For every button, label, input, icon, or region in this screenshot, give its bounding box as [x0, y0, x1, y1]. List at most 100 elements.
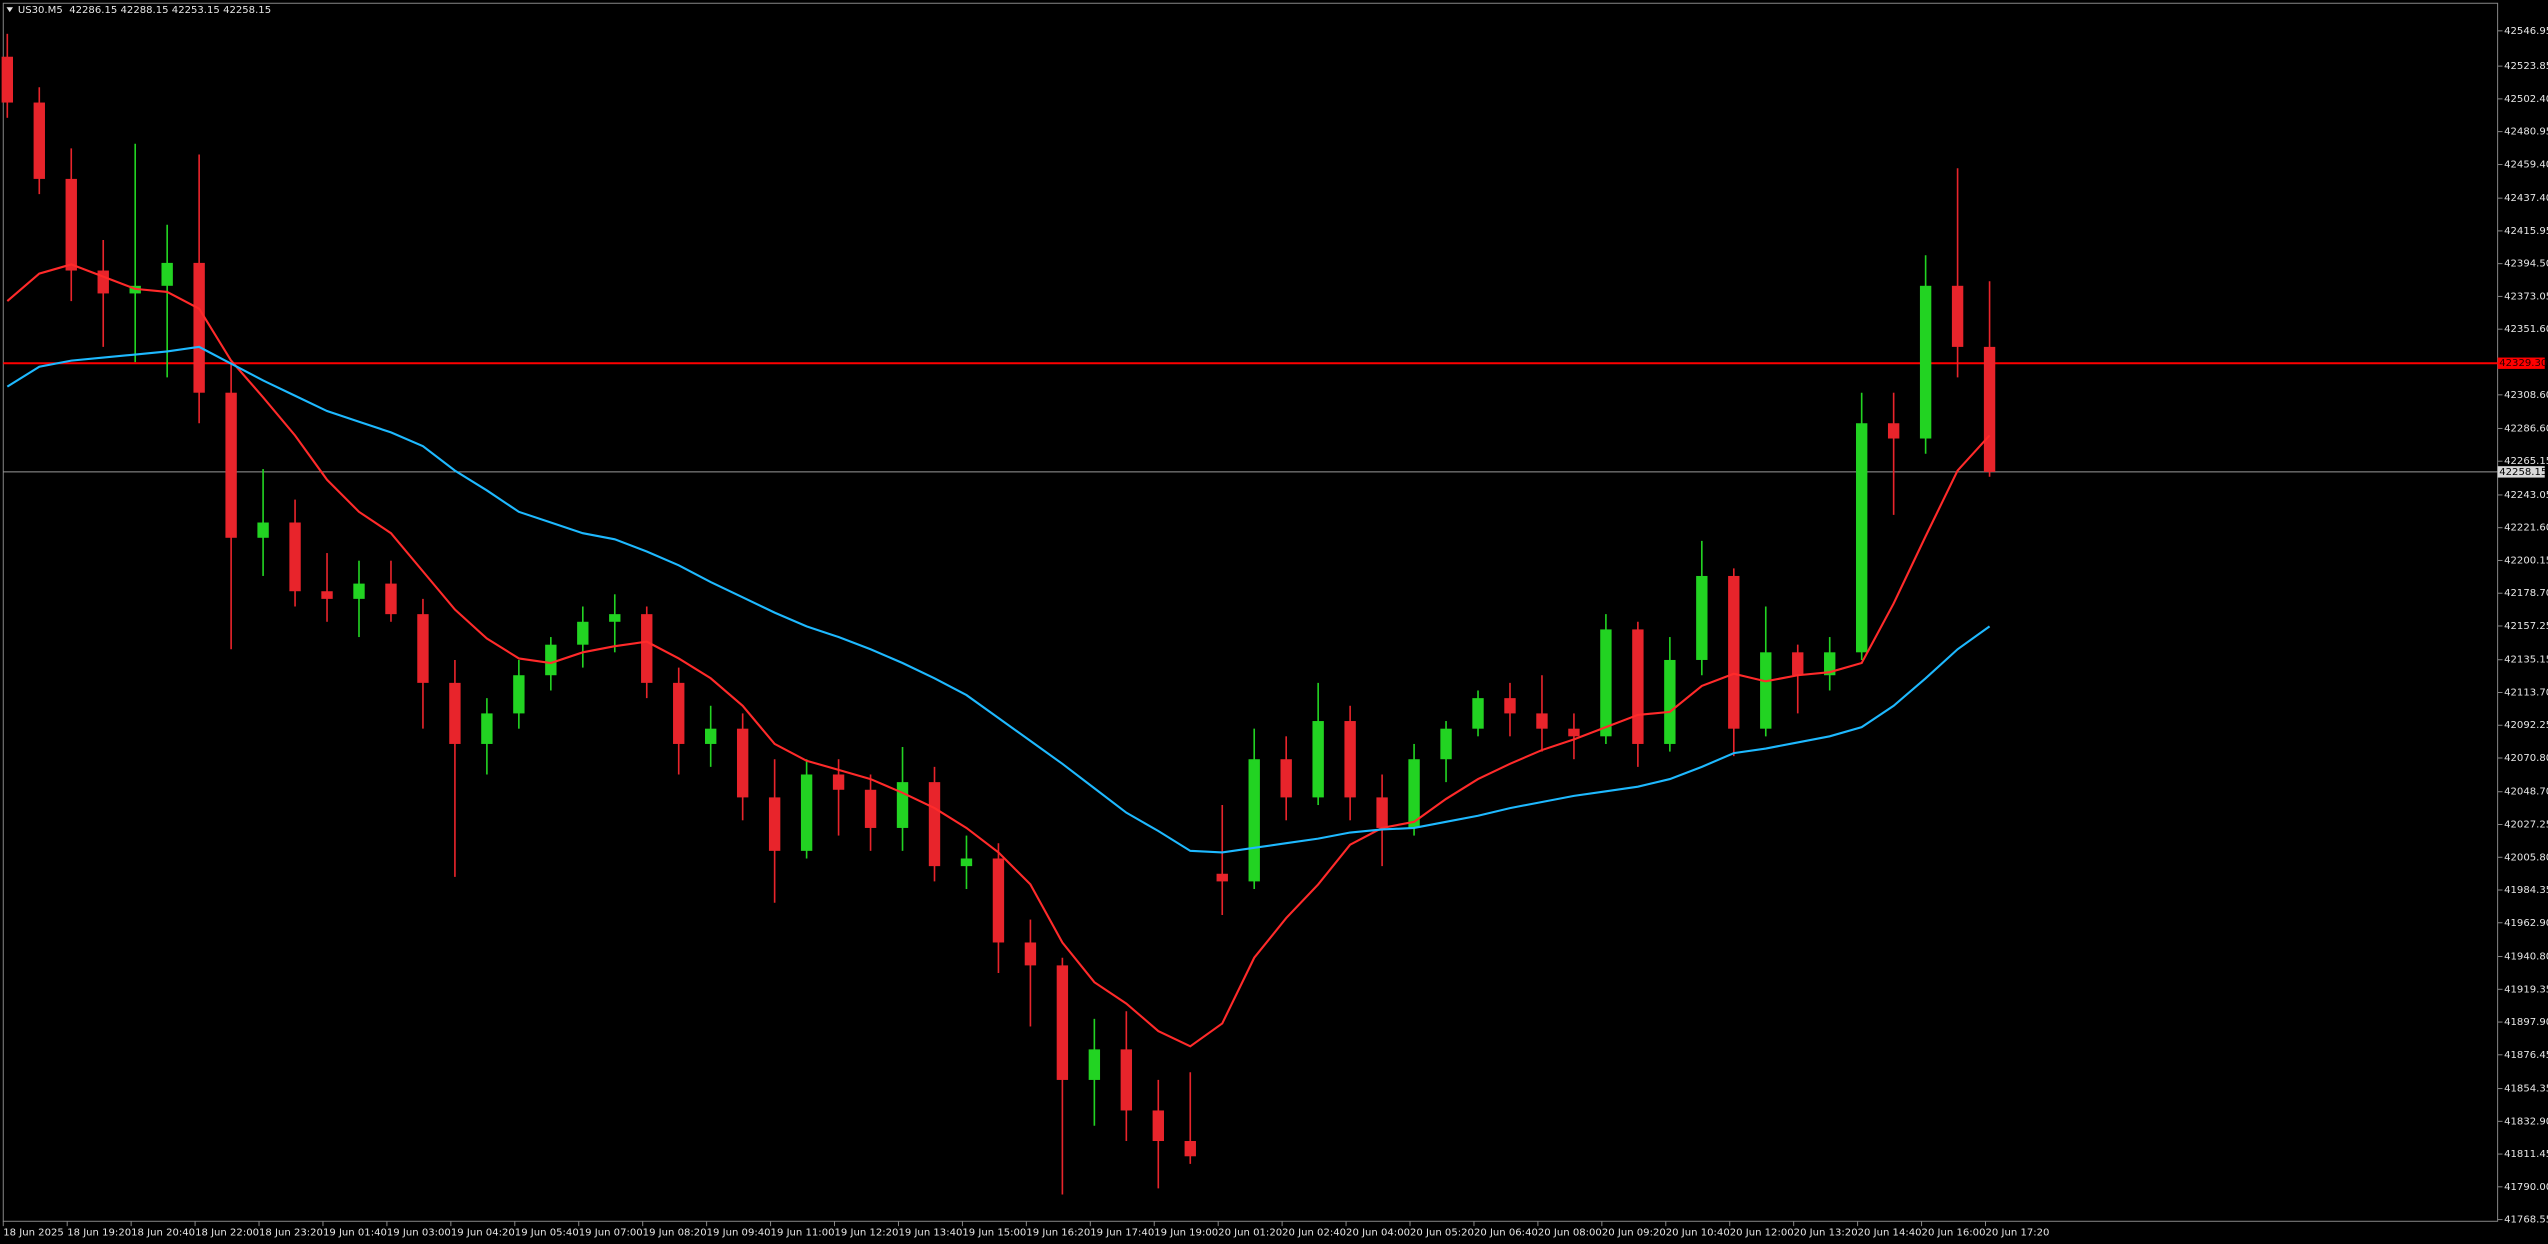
y-tick-label: 42135.15	[2504, 655, 2548, 666]
candle-body	[577, 621, 589, 645]
symbol-menu-icon[interactable]	[6, 7, 14, 13]
x-tick-label: 20 Jun 13:20	[1794, 1228, 1858, 1239]
candle-body	[1887, 423, 1900, 439]
candle-body	[1056, 965, 1069, 1080]
y-tick-label: 42308.60	[2504, 390, 2548, 401]
candle-body	[768, 797, 781, 851]
y-tick-label: 42546.95	[2504, 26, 2548, 37]
candle-body	[1280, 759, 1292, 798]
x-tick-label: 19 Jun 11:00	[771, 1228, 835, 1239]
candle-body	[257, 522, 269, 538]
price-line-tag	[2497, 466, 2545, 478]
y-tick-label: 42459.40	[2504, 160, 2548, 171]
chart-header: US30.M5 42286.15 42288.15 42253.15 42258.15	[18, 5, 271, 16]
moving-average-line	[6, 345, 1991, 854]
candle-body	[225, 392, 237, 538]
header-close: 42258.15	[223, 5, 271, 16]
y-tick-label: 42027.25	[2504, 820, 2548, 831]
candle-body	[97, 270, 109, 294]
price-line-label: 42258.15	[2499, 467, 2547, 478]
candle-body	[1983, 346, 1996, 472]
candle-body	[736, 728, 749, 798]
x-tick-label: 19 Jun 19:00	[1154, 1228, 1218, 1239]
candle-body	[864, 789, 877, 828]
y-tick-label: 41876.45	[2504, 1050, 2548, 1061]
price-line-tag	[2497, 357, 2545, 369]
candle-body	[1152, 1110, 1164, 1142]
plot-frame	[2, 2, 2499, 1222]
x-tick-label: 19 Jun 03:00	[387, 1228, 451, 1239]
candle-body	[1696, 575, 1708, 660]
candle-body	[1536, 713, 1548, 729]
candle-body	[1472, 698, 1484, 729]
y-tick-label: 42070.80	[2504, 753, 2548, 764]
y-tick-label: 42113.70	[2504, 687, 2548, 698]
x-tick-label: 19 Jun 07:00	[579, 1228, 643, 1239]
price-line-label: 42329.30	[2499, 358, 2547, 369]
candle-body	[1440, 728, 1452, 760]
x-tick-label: 20 Jun 01:20	[1218, 1228, 1282, 1239]
y-tick-label: 41811.45	[2504, 1149, 2548, 1160]
candle-body	[1600, 629, 1612, 737]
candle-body	[1792, 652, 1804, 676]
x-tick-label: 19 Jun 01:40	[323, 1228, 387, 1239]
y-tick-label: 41790.00	[2504, 1182, 2548, 1193]
y-tick-label: 42048.70	[2504, 787, 2548, 798]
candle-body	[1760, 652, 1772, 729]
x-tick-label: 20 Jun 09:20	[1602, 1228, 1666, 1239]
candle-body	[1120, 1049, 1133, 1111]
y-tick-label: 42178.70	[2504, 588, 2548, 599]
header-high: 42288.15	[121, 5, 169, 16]
candle-body	[1248, 759, 1260, 882]
x-tick-label: 20 Jun 04:00	[1346, 1228, 1410, 1239]
candle-body	[1568, 728, 1580, 737]
y-tick-label: 42092.25	[2504, 720, 2548, 731]
x-tick-label: 19 Jun 17:40	[1090, 1228, 1154, 1239]
candle-body	[1184, 1141, 1196, 1157]
candle-body	[1632, 629, 1644, 744]
x-tick-label: 20 Jun 16:00	[1922, 1228, 1986, 1239]
candle-body	[321, 591, 333, 599]
candle-body	[1, 56, 13, 103]
y-tick-label: 41832.90	[2504, 1116, 2548, 1127]
candle-body	[1664, 659, 1676, 744]
candle-body	[1408, 759, 1420, 828]
header-low: 42253.15	[172, 5, 220, 16]
candle-body	[1728, 575, 1740, 729]
y-tick-label: 42200.15	[2504, 555, 2548, 566]
x-tick-label: 18 Jun 2025	[3, 1228, 64, 1239]
candle-body	[1344, 721, 1356, 798]
x-tick-label: 20 Jun 17:20	[1986, 1228, 2050, 1239]
y-tick-label: 42437.40	[2504, 193, 2548, 204]
x-tick-label: 18 Jun 22:00	[195, 1228, 259, 1239]
y-tick-label: 42373.05	[2504, 291, 2548, 302]
candle-body	[705, 728, 717, 744]
candle-body	[65, 178, 77, 271]
x-tick-label: 19 Jun 15:00	[962, 1228, 1026, 1239]
candle-body	[545, 644, 557, 676]
candle-body	[1919, 285, 1932, 439]
y-tick-label: 42221.60	[2504, 523, 2548, 534]
x-tick-label: 20 Jun 14:40	[1858, 1228, 1922, 1239]
x-tick-label: 18 Jun 23:20	[259, 1228, 323, 1239]
y-tick-label: 42480.95	[2504, 127, 2548, 138]
candle-body	[1216, 873, 1228, 882]
y-tick-label: 42523.85	[2504, 61, 2548, 72]
candle-body	[1504, 698, 1516, 714]
y-tick-label: 42351.60	[2504, 324, 2548, 335]
y-tick-label: 42157.25	[2504, 621, 2548, 632]
y-tick-label: 41897.90	[2504, 1017, 2548, 1028]
candle-body	[896, 782, 909, 828]
candle-body	[832, 774, 845, 790]
candle-body	[161, 262, 173, 286]
x-tick-label: 20 Jun 05:20	[1410, 1228, 1474, 1239]
y-tick-label: 41962.90	[2504, 918, 2548, 929]
candle-body	[449, 682, 461, 744]
y-tick-label: 42286.60	[2504, 423, 2548, 434]
candle-body	[1824, 652, 1836, 676]
candle-body	[417, 614, 429, 683]
x-tick-label: 19 Jun 16:20	[1026, 1228, 1090, 1239]
header-open: 42286.15	[69, 5, 117, 16]
